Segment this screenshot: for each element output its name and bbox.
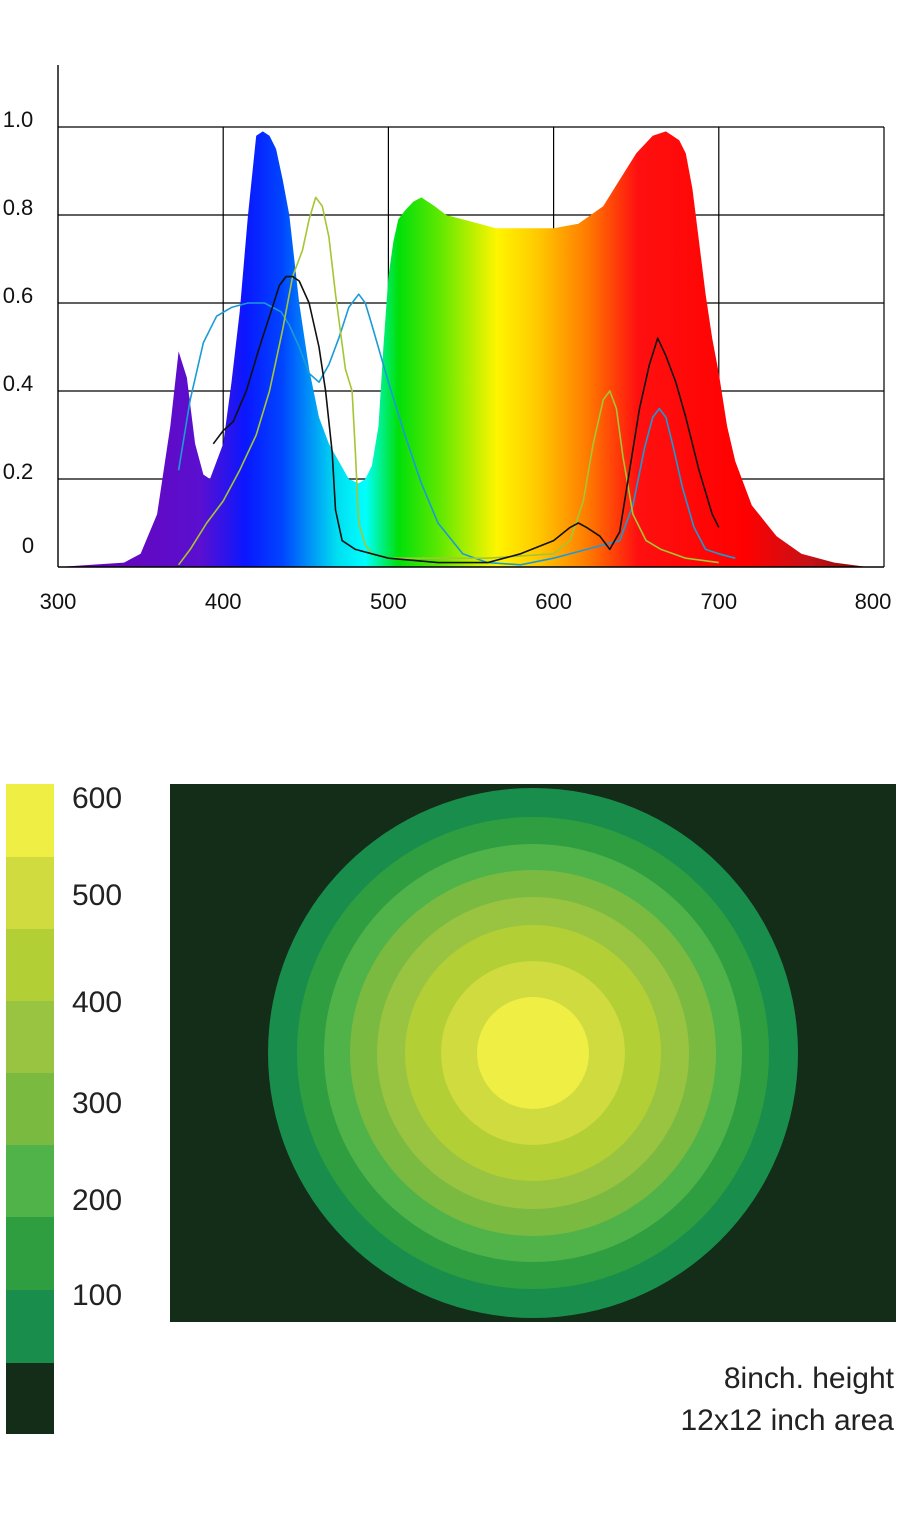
series-line-2 — [177, 196, 719, 566]
x-tick-label: 800 — [855, 589, 892, 614]
series-line-1 — [177, 293, 736, 566]
legend-label: 400 — [71, 986, 123, 1019]
y-tick-label: 0.6 — [3, 283, 34, 308]
x-tick-label: 600 — [535, 589, 572, 614]
intensity-ring-7 — [441, 961, 625, 1145]
intensity-ring-6 — [405, 925, 661, 1181]
series-line-3 — [212, 275, 720, 564]
x-tick-label: 700 — [700, 589, 737, 614]
legend-label: 600 — [71, 782, 123, 815]
axes-layer — [57, 65, 884, 568]
legend-swatch — [6, 784, 54, 857]
y-tick-label: 0.2 — [3, 459, 34, 484]
y-tick-label: 0 — [22, 533, 34, 558]
y-tick-label: 0.8 — [3, 195, 34, 220]
legend-label: 500 — [71, 879, 123, 912]
legend-label: 100 — [71, 1279, 123, 1312]
lines-layer — [177, 196, 736, 566]
x-tick-label: 500 — [370, 589, 407, 614]
legend-swatch — [6, 1073, 54, 1145]
color-scale-legend — [6, 784, 54, 1434]
intensity-ring-3 — [324, 844, 742, 1262]
intensity-ring-4 — [350, 870, 716, 1236]
legend-swatch — [6, 1363, 54, 1434]
legend-swatch — [6, 1217, 54, 1290]
y-tick-labels: 0 0.2 0.4 0.6 0.8 1.0 — [3, 107, 34, 558]
legend-label: 300 — [71, 1087, 123, 1120]
x-tick-labels: 300 400 500 600 700 800 — [40, 589, 892, 614]
spectrum-area — [58, 131, 884, 567]
intensity-ring-1 — [268, 788, 798, 1318]
heatmap-background — [170, 784, 896, 1322]
legend-swatch — [6, 1001, 54, 1073]
x-tick-label: 300 — [40, 589, 77, 614]
legend-swatch — [6, 857, 54, 929]
intensity-ring-8 — [477, 997, 589, 1109]
intensity-rings — [268, 788, 798, 1318]
intensity-ring-2 — [297, 817, 769, 1289]
legend-swatch — [6, 1145, 54, 1217]
x-tick-label: 400 — [205, 589, 242, 614]
legend-swatch — [6, 1290, 54, 1363]
legend-swatch — [6, 929, 54, 1001]
caption-area: 12x12 inch area — [680, 1404, 895, 1437]
y-tick-label: 1.0 — [3, 107, 34, 132]
caption-height: 8inch. height — [723, 1362, 894, 1395]
legend-label: 200 — [71, 1184, 123, 1217]
spectrum-chart: 300 400 500 600 700 800 0 0.2 0.4 0.6 0.8 1.0 — [3, 65, 892, 614]
intensity-ring-5 — [377, 897, 689, 1209]
y-tick-label: 0.4 — [3, 371, 34, 396]
